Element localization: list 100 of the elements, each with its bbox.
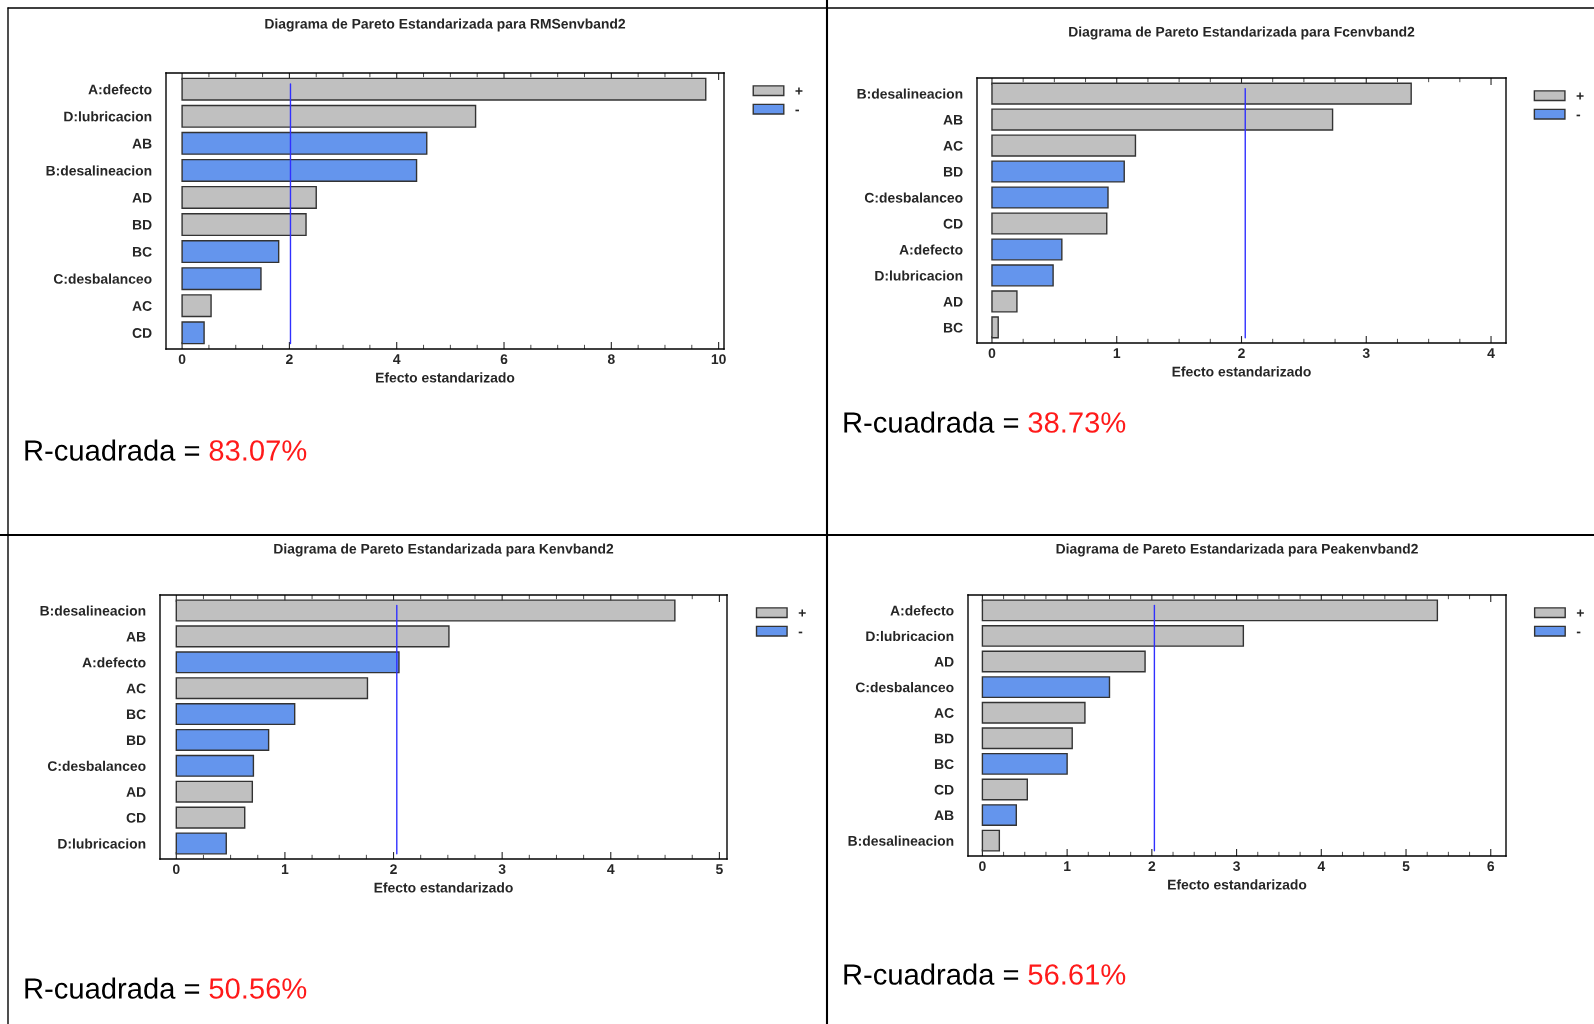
y-tick-label: BD: [126, 735, 146, 745]
y-tick-label: AC: [132, 301, 152, 311]
chart-title: Diagrama de Pareto Estandarizada para Fcenvband2: [1069, 26, 1415, 40]
y-tick-label: B:desalineacion: [40, 605, 146, 616]
y-tick-label: D:lubricacion: [58, 838, 146, 849]
y-tick-label: AB: [934, 810, 954, 821]
y-tick-label: C:desbalanceo: [53, 273, 152, 284]
x-tick-label: 6: [500, 354, 508, 365]
x-tick-label: 2: [1148, 861, 1156, 871]
legend-label: +: [795, 87, 803, 95]
bar: [991, 186, 1109, 209]
y-tick-label: A:defecto: [88, 84, 152, 95]
y-tick-label: AD: [934, 657, 954, 667]
y-tick-label: D:lubricacion: [64, 111, 152, 122]
bar: [175, 780, 254, 803]
bar: [175, 625, 450, 648]
y-tick-label: CD: [934, 784, 954, 795]
bar: [181, 131, 428, 155]
y-tick-label: AB: [126, 631, 146, 642]
y-tick-label: B:desalineacion: [848, 835, 954, 846]
y-tick-label: B:desalineacion: [46, 165, 152, 176]
x-tick-label: 3: [1233, 861, 1240, 872]
x-tick-label: 1: [281, 864, 289, 874]
x-tick-label: 4: [393, 354, 401, 364]
x-tick-label: 6: [1487, 861, 1495, 872]
bar: [181, 213, 307, 237]
y-tick-label: AC: [126, 683, 146, 694]
x-axis-title: Efecto estandarizado: [1168, 879, 1307, 890]
x-tick-label: 2: [1238, 348, 1245, 358]
y-tick-label: BC: [132, 246, 152, 257]
chart-title: Diagrama de Pareto Estandarizada para RMSenvband2: [265, 18, 626, 32]
bar: [991, 82, 1412, 105]
legend-label: -: [1576, 631, 1581, 634]
y-tick-label: CD: [126, 812, 146, 823]
bar: [981, 599, 1439, 622]
bar: [991, 134, 1137, 157]
y-tick-label: BD: [943, 167, 963, 177]
bar: [175, 754, 255, 777]
bar: [181, 104, 477, 128]
y-tick-label: BD: [934, 733, 954, 744]
bar: [175, 599, 676, 622]
x-tick-label: 2: [390, 864, 397, 874]
x-tick-label: 0: [172, 864, 180, 875]
text: 56.61%: [1028, 964, 1126, 985]
x-tick-label: 1: [1113, 348, 1121, 358]
text: 83.07%: [209, 440, 307, 461]
bar: [181, 294, 212, 318]
bar: [181, 240, 280, 264]
y-tick-label: B:desalineacion: [857, 88, 963, 99]
legend-label: +: [1576, 92, 1584, 100]
y-tick-label: AC: [943, 140, 963, 151]
x-axis-title: Efecto estandarizado: [374, 882, 513, 893]
y-tick-label: D:lubricacion: [875, 270, 963, 281]
y-tick-label: BD: [132, 220, 152, 230]
bar: [175, 728, 270, 751]
x-tick-label: 4: [1317, 861, 1326, 871]
y-tick-label: C:desbalanceo: [864, 192, 963, 203]
y-tick-label: AD: [943, 296, 963, 307]
bar: [981, 829, 1001, 852]
legend-label: +: [798, 609, 806, 617]
legend-label: -: [1576, 114, 1581, 117]
chart-title: Diagrama de Pareto Estandarizada para Peakenvband2: [1056, 543, 1418, 557]
bar: [981, 701, 1086, 724]
bar: [991, 108, 1334, 131]
x-axis-title: Efecto estandarizado: [1172, 366, 1311, 377]
x-tick-label: 5: [1402, 861, 1410, 872]
legend-label: -: [798, 631, 803, 634]
text: R-cuadrada =: [844, 963, 1019, 985]
y-tick-label: C:desbalanceo: [47, 760, 146, 771]
x-tick-label: 0: [979, 861, 986, 872]
chart-title: Diagrama de Pareto Estandarizada para Kenvband2: [274, 543, 614, 557]
bar: [181, 321, 205, 345]
legend-label: +: [1576, 609, 1584, 617]
y-tick-label: BC: [934, 759, 954, 770]
x-tick-label: 3: [498, 864, 506, 875]
text: 50.56%: [209, 978, 307, 999]
bar: [981, 650, 1146, 673]
bar: [991, 290, 1018, 313]
bar: [991, 264, 1054, 287]
x-tick-label: 8: [607, 354, 615, 365]
y-tick-label: D:lubricacion: [866, 630, 954, 642]
y-tick-label: BC: [943, 322, 963, 333]
bar: [991, 212, 1108, 235]
y-tick-label: C:desbalanceo: [855, 682, 954, 693]
bar: [981, 804, 1017, 826]
y-tick-label: AB: [943, 115, 963, 125]
bar: [181, 158, 418, 182]
y-tick-label: AD: [126, 787, 146, 797]
bar: [991, 160, 1125, 183]
y-tick-label: A:defecto: [82, 657, 146, 668]
bar: [175, 703, 296, 726]
bar: [175, 651, 400, 674]
bar: [991, 238, 1063, 261]
bar: [175, 806, 246, 829]
text: R-cuadrada =: [844, 411, 1019, 433]
bar: [181, 77, 707, 101]
bar: [175, 677, 369, 700]
y-tick-label: AD: [132, 192, 152, 203]
bar: [175, 832, 227, 855]
y-tick-label: A:defecto: [899, 244, 963, 255]
